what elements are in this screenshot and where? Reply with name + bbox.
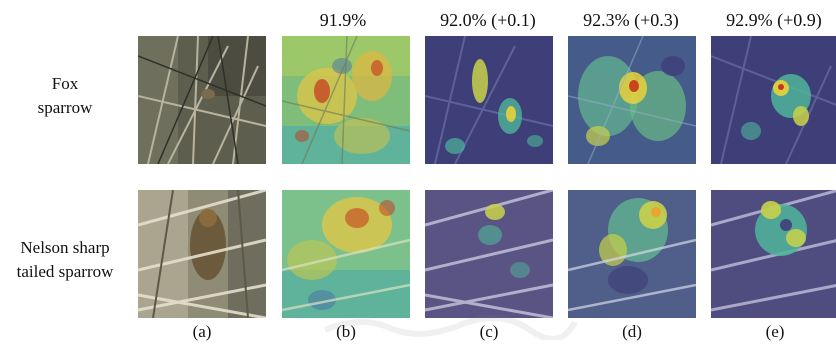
row-label-line2: tailed sparrow [16, 262, 114, 281]
heatmap-nelson-sparrow-d [568, 190, 696, 318]
row-label-fox-sparrow: Fox sparrow [0, 72, 130, 120]
column-caption-d: (d) [622, 322, 642, 341]
image-fox-sparrow-original [138, 36, 266, 164]
row-label-line1: Fox [51, 74, 79, 93]
column-header-c: 92.0% (+0.1) [440, 10, 536, 30]
column-caption-c: (c) [479, 322, 499, 341]
heatmap-nelson-sparrow-b [282, 190, 410, 318]
heatmap-fox-sparrow-c [425, 36, 553, 164]
column-caption-e: (e) [765, 322, 785, 341]
row-label-line2: sparrow [37, 98, 93, 117]
column-header-d: 92.3% (+0.3) [583, 10, 679, 30]
column-caption-b: (b) [336, 322, 356, 341]
heatmap-fox-sparrow-e [711, 36, 836, 164]
column-caption-a: (a) [192, 322, 212, 341]
watermark [323, 315, 578, 340]
column-header-b: 91.9% [319, 10, 367, 30]
row-label-line1: Nelson sharp [20, 238, 110, 257]
heatmap-nelson-sparrow-e [711, 190, 836, 318]
heatmap-fox-sparrow-b [282, 36, 410, 164]
image-nelson-sparrow-original [138, 190, 266, 318]
heatmap-fox-sparrow-d [568, 36, 696, 164]
column-header-e: 92.9% (+0.9) [726, 10, 822, 30]
heatmap-nelson-sparrow-c [425, 190, 553, 318]
row-label-nelson-sparrow: Nelson sharp tailed sparrow [0, 236, 130, 284]
